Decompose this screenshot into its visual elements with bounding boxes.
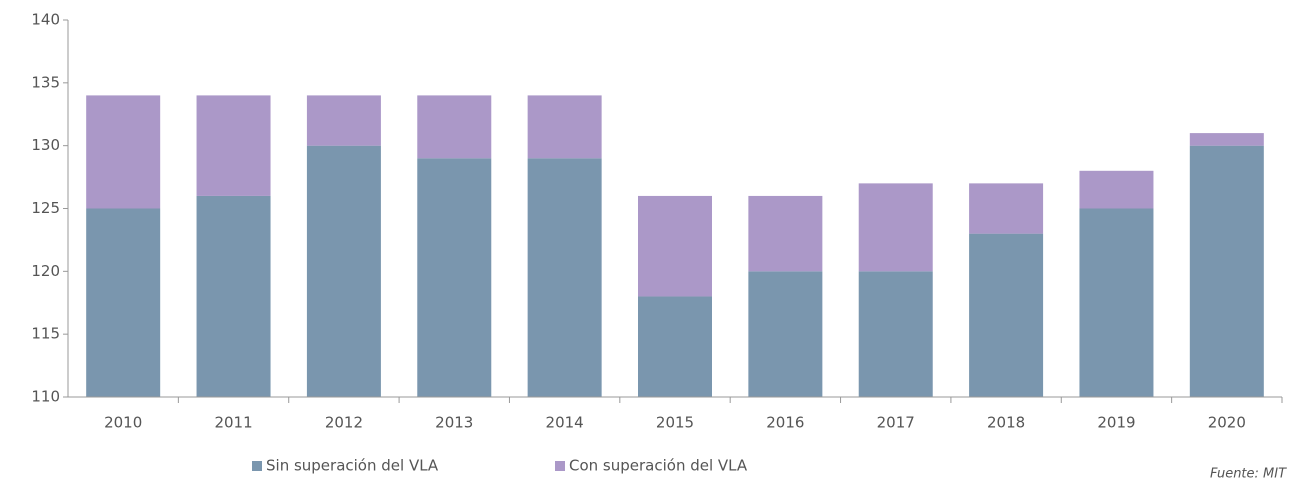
source: Fuente: MIT [1210,467,1287,479]
bar-segment [748,195,823,272]
bar-segment [969,183,1044,234]
bar-segment [306,95,381,146]
bar-segment [417,158,492,397]
x-tick-label: 2011 [214,414,252,432]
x-tick-label: 2013 [435,414,473,432]
legend-swatch [252,461,262,471]
bar-segment [196,195,271,397]
x-tick-label: 2014 [546,414,584,432]
bar-segment [969,233,1044,397]
x-tick-label: 2016 [766,414,804,432]
bar-segment [1079,208,1154,397]
x-tick-label: 2017 [877,414,915,432]
bar-segment [527,95,602,159]
x-tick-label: 2019 [1097,414,1135,432]
y-tick-label: 125 [31,199,60,217]
legend-label: Sin superación del VLA [266,457,439,475]
x-tick-label: 2020 [1208,414,1246,432]
legend-swatch [555,461,565,471]
y-tick-label: 130 [31,136,60,154]
y-tick-label: 140 [31,11,60,29]
y-tick-label: 115 [31,325,60,343]
bar-segment [527,158,602,397]
bar-segment [858,183,933,272]
bar-segment [1079,170,1154,209]
bar-segment [306,145,381,397]
bar-segment [86,95,161,209]
bar-segment [638,296,712,397]
x-tick-label: 2015 [656,414,694,432]
bar-segment [417,95,492,159]
y-tick-label: 110 [31,388,60,406]
x-tick-label: 2018 [987,414,1025,432]
bar-segment [86,208,161,397]
bar-segment [1189,133,1264,146]
x-tick-label: 2010 [104,414,142,432]
x-tick-label: 2012 [325,414,363,432]
y-tick-label: 135 [31,73,60,91]
bar-segment [1189,145,1264,397]
bar-segment [196,95,271,196]
bar-segment [638,195,712,297]
bar-segment [748,271,823,397]
legend-label: Con superación del VLA [569,457,748,475]
bar-segment [858,271,933,397]
y-tick-label: 120 [31,262,60,280]
